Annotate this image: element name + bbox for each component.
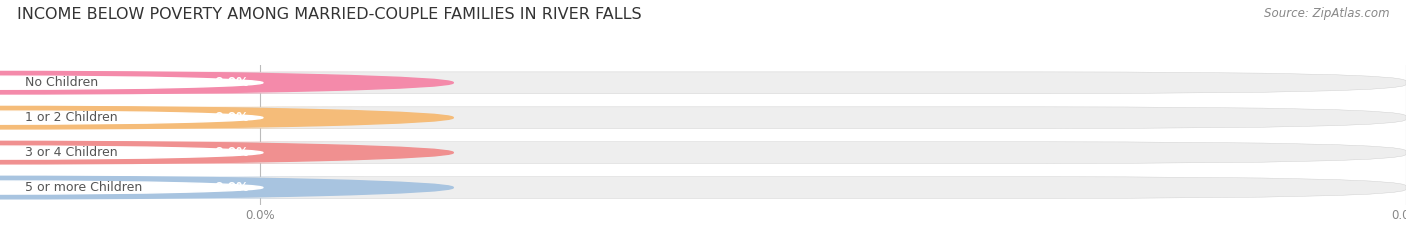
FancyBboxPatch shape	[0, 177, 1406, 199]
Circle shape	[0, 141, 453, 164]
Text: 0.0%: 0.0%	[214, 111, 249, 124]
Text: Source: ZipAtlas.com: Source: ZipAtlas.com	[1264, 7, 1389, 20]
Circle shape	[0, 76, 263, 89]
FancyBboxPatch shape	[0, 72, 366, 94]
Text: No Children: No Children	[25, 76, 98, 89]
Text: 0.0%: 0.0%	[214, 181, 249, 194]
Text: 5 or more Children: 5 or more Children	[25, 181, 142, 194]
FancyBboxPatch shape	[0, 72, 1406, 94]
Text: 1 or 2 Children: 1 or 2 Children	[25, 111, 118, 124]
FancyBboxPatch shape	[0, 142, 366, 164]
Text: 0.0%: 0.0%	[214, 76, 249, 89]
FancyBboxPatch shape	[0, 142, 1406, 164]
Circle shape	[0, 72, 453, 94]
Circle shape	[0, 176, 453, 199]
Circle shape	[0, 106, 453, 129]
Circle shape	[0, 181, 263, 194]
FancyBboxPatch shape	[0, 177, 366, 199]
FancyBboxPatch shape	[0, 107, 1406, 129]
Text: 3 or 4 Children: 3 or 4 Children	[25, 146, 118, 159]
Text: INCOME BELOW POVERTY AMONG MARRIED-COUPLE FAMILIES IN RIVER FALLS: INCOME BELOW POVERTY AMONG MARRIED-COUPL…	[17, 7, 641, 22]
Text: 0.0%: 0.0%	[214, 146, 249, 159]
FancyBboxPatch shape	[0, 107, 366, 129]
Circle shape	[0, 146, 263, 159]
Circle shape	[0, 111, 263, 124]
